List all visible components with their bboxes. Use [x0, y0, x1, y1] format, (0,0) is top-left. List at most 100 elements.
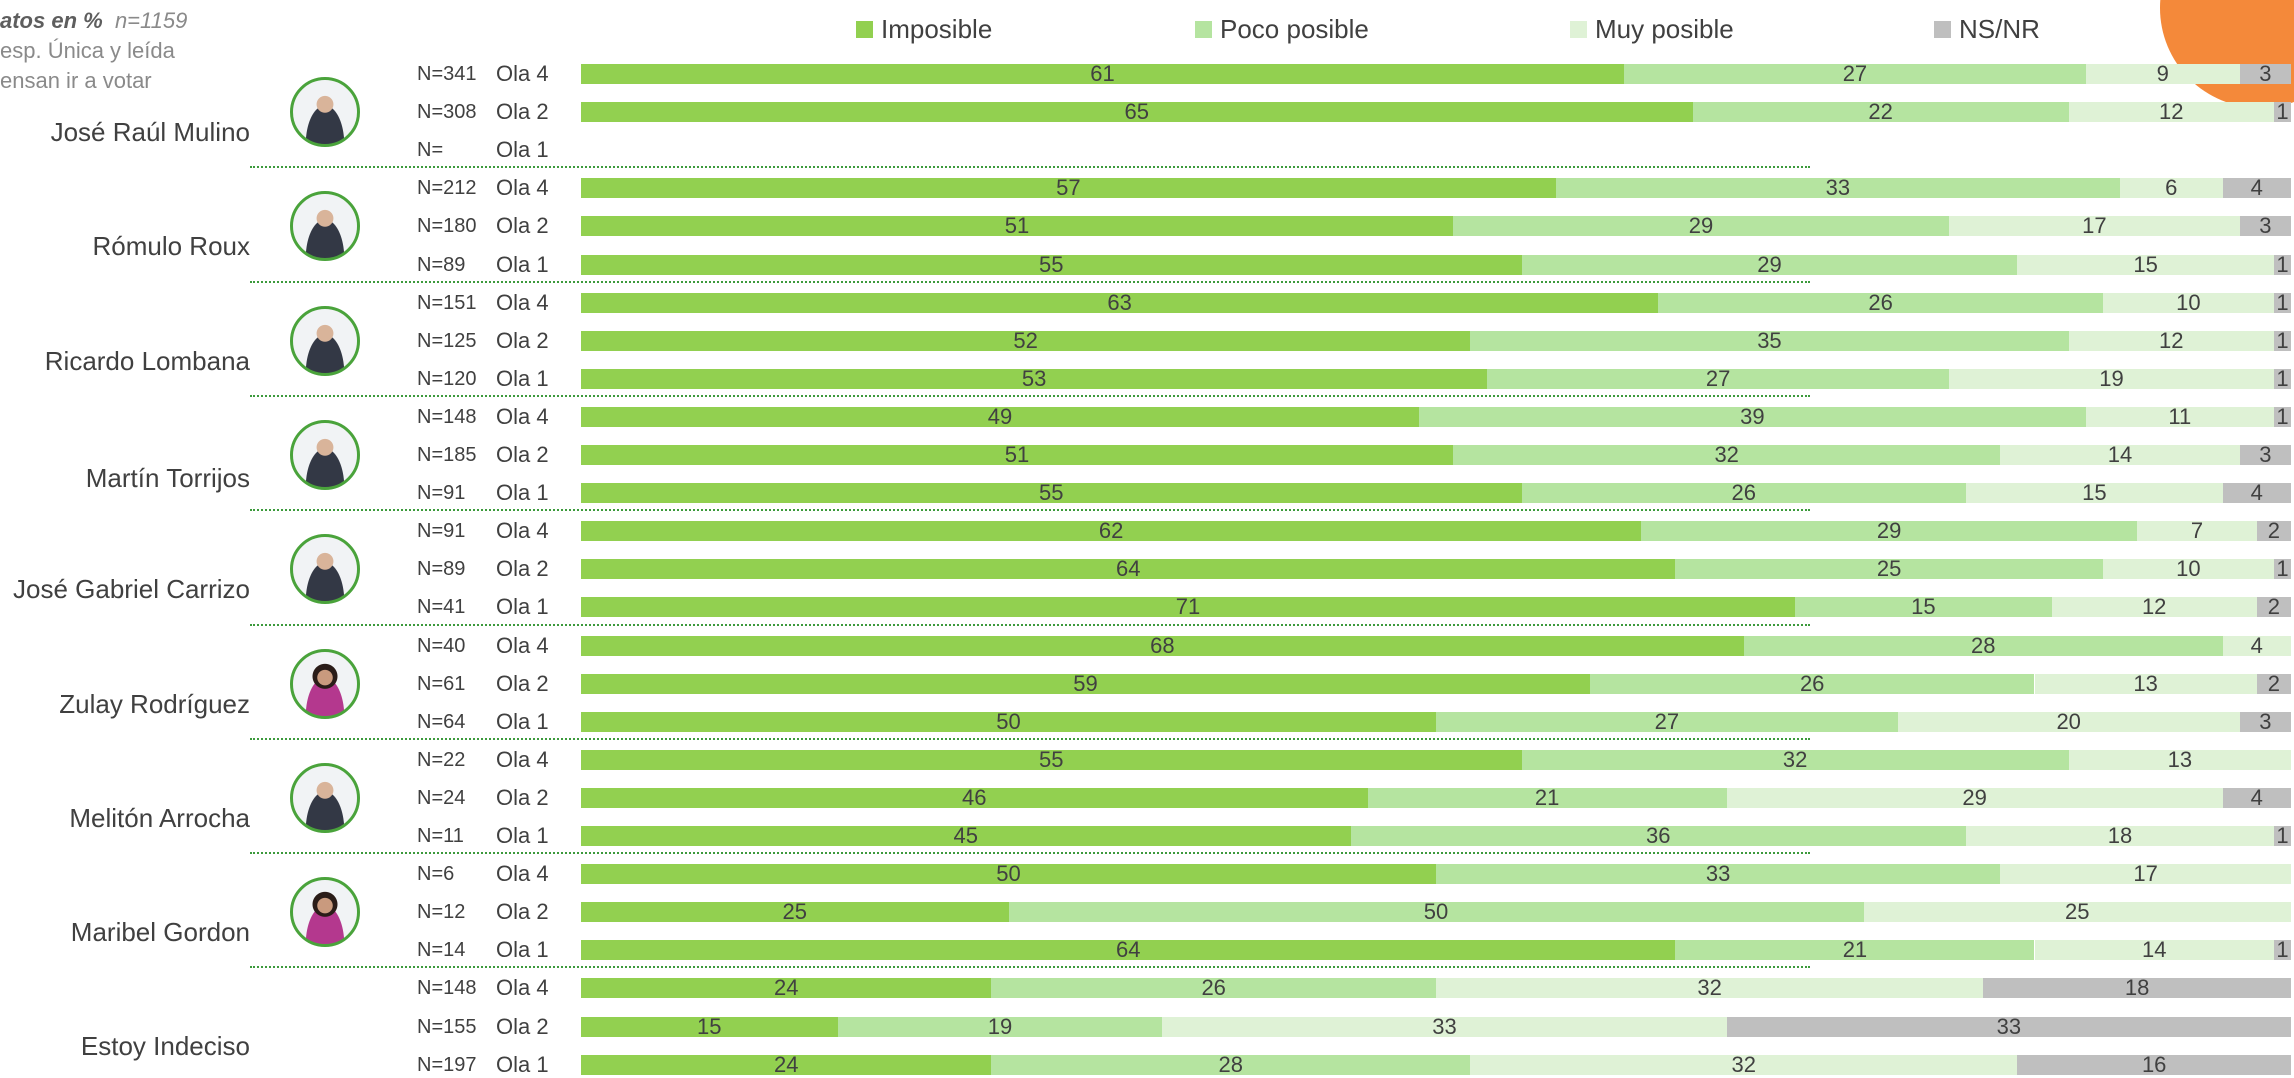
bar-segment-imposible	[581, 1054, 992, 1075]
row-n-label: N=185	[417, 444, 477, 466]
group-separator	[250, 280, 1810, 283]
bar-value-label: 50	[1423, 899, 1449, 925]
bar-segment-imposible	[581, 902, 1009, 923]
row-n-label: N=89	[417, 558, 466, 581]
candidate-name: Martín Torrijos	[85, 462, 250, 493]
bar-value-label: 11	[2168, 403, 2192, 429]
bar-value-label: 28	[1218, 1051, 1244, 1077]
bar-segment-poco-posible	[991, 978, 1436, 999]
bar-value-label: 46	[962, 784, 987, 810]
bar-segment-poco-posible	[1692, 102, 2069, 123]
group-separator	[250, 966, 1810, 969]
header-note-label: atos en %	[0, 8, 103, 33]
bar-value-label: 35	[1757, 327, 1782, 353]
bar-value-label: 19	[987, 1013, 1013, 1039]
row-n-label: N=180	[417, 215, 477, 238]
row-n-label: N=22	[417, 748, 466, 771]
row-ola-label: Ola 4	[496, 403, 549, 429]
bar-segment-imposible	[581, 368, 1488, 389]
bar-value-label: 28	[1970, 632, 1996, 658]
bar-value-label: 27	[1654, 708, 1680, 734]
bar-value-label: 1	[2276, 556, 2289, 582]
row-ola-label: Ola 1	[496, 480, 549, 506]
row-ola-label: Ola 1	[496, 708, 549, 734]
bar-value-label: 22	[1868, 99, 1893, 125]
legend-label-poco-posible: Poco posible	[1220, 14, 1369, 44]
bar-value-label: 12	[2159, 99, 2184, 125]
header-subtitle-line3: ensan ir a votar	[0, 68, 152, 93]
bar-segment-ns-nr	[2256, 521, 2291, 542]
row-ola-label: Ola 2	[496, 1013, 549, 1039]
bar-segment-ns-nr	[2273, 406, 2291, 427]
bar-value-label: 15	[1911, 594, 1936, 620]
bar-value-label: 65	[1124, 99, 1149, 125]
bar-value-label: 13	[2133, 670, 2158, 696]
bar-segment-ns-nr	[2017, 1054, 2291, 1075]
bar-value-label: 4	[2250, 175, 2263, 201]
bar-value-label: 29	[1757, 251, 1782, 277]
group-separator	[250, 737, 1810, 740]
decorative-orange-circle	[2160, 0, 2294, 108]
candidate-name: Rómulo Roux	[92, 231, 250, 262]
bar-value-label: 51	[1004, 442, 1030, 467]
bar-segment-poco-posible	[1521, 483, 1967, 504]
bar-segment-muy-posible	[2222, 635, 2291, 656]
row-ola-label: Ola 2	[496, 99, 549, 125]
bar-value-label: 63	[1107, 289, 1132, 315]
bar-value-label: 18	[2124, 975, 2150, 1001]
bar-segment-ns-nr	[1983, 978, 2291, 999]
bar-value-label: 3	[2259, 708, 2272, 734]
row-ola-label: Ola 4	[496, 975, 549, 1001]
bar-value-label: 24	[773, 1051, 799, 1077]
bar-value-label: 15	[2082, 480, 2107, 506]
bar-segment-imposible	[581, 521, 1642, 542]
bar-segment-poco-posible	[1641, 521, 2138, 542]
bar-value-label: 68	[1150, 632, 1175, 658]
bar-segment-poco-posible	[1743, 635, 2223, 656]
row-ola-label: Ola 4	[496, 518, 549, 544]
row-ola-label: Ola 2	[496, 442, 549, 467]
bar-value-label: 50	[996, 861, 1021, 887]
bar-segment-muy-posible	[1436, 978, 1984, 999]
row-n-label: N=120	[417, 367, 477, 390]
bar-value-label: 26	[1731, 480, 1757, 506]
legend-item-ns-nr: NS/NR	[1934, 14, 2040, 45]
bar-value-label: 3	[2259, 213, 2272, 239]
bar-value-label: 4	[2250, 632, 2263, 658]
row-n-label: N=40	[417, 634, 466, 657]
row-n-label: N=91	[417, 520, 466, 543]
bar-value-label: 33	[1432, 1013, 1457, 1039]
row-ola-label: Ola 1	[496, 251, 549, 277]
group-separator	[250, 623, 1810, 626]
bar-segment-poco-posible	[1521, 254, 2018, 275]
bar-value-label: 29	[1962, 784, 1987, 810]
bar-segment-poco-posible	[1436, 864, 2001, 885]
bar-segment-muy-posible	[2068, 102, 2274, 123]
bar-segment-muy-posible	[1949, 216, 2240, 237]
row-n-label: N=308	[417, 101, 477, 124]
bar-segment-muy-posible	[1726, 787, 2223, 808]
bar-segment-muy-posible	[2068, 749, 2291, 770]
row-ola-label: Ola 2	[496, 899, 549, 925]
bar-value-label: 18	[2107, 823, 2133, 848]
row-ola-label: Ola 4	[496, 746, 549, 772]
row-n-label: N=148	[417, 977, 477, 1000]
bar-value-label: 1	[2276, 327, 2289, 353]
bar-segment-imposible	[581, 787, 1368, 808]
legend-label-ns-nr: NS/NR	[1959, 14, 2040, 44]
bar-value-label: 12	[2159, 327, 2184, 353]
legend-swatch-imposible	[856, 21, 873, 38]
row-n-label: N=89	[417, 253, 466, 276]
bar-value-label: 1	[2276, 289, 2289, 315]
bar-segment-poco-posible	[1008, 902, 1864, 923]
bar-value-label: 14	[2141, 937, 2167, 963]
row-ola-label: Ola 1	[496, 823, 549, 848]
bar-segment-imposible	[581, 330, 1471, 351]
legend-label-imposible: Imposible	[881, 14, 993, 44]
bar-segment-imposible	[581, 978, 992, 999]
bar-segment-ns-nr	[2222, 787, 2291, 808]
bar-value-label: 55	[1039, 251, 1064, 277]
bar-segment-ns-nr	[1726, 1016, 2291, 1037]
bar-value-label: 15	[2133, 251, 2158, 277]
